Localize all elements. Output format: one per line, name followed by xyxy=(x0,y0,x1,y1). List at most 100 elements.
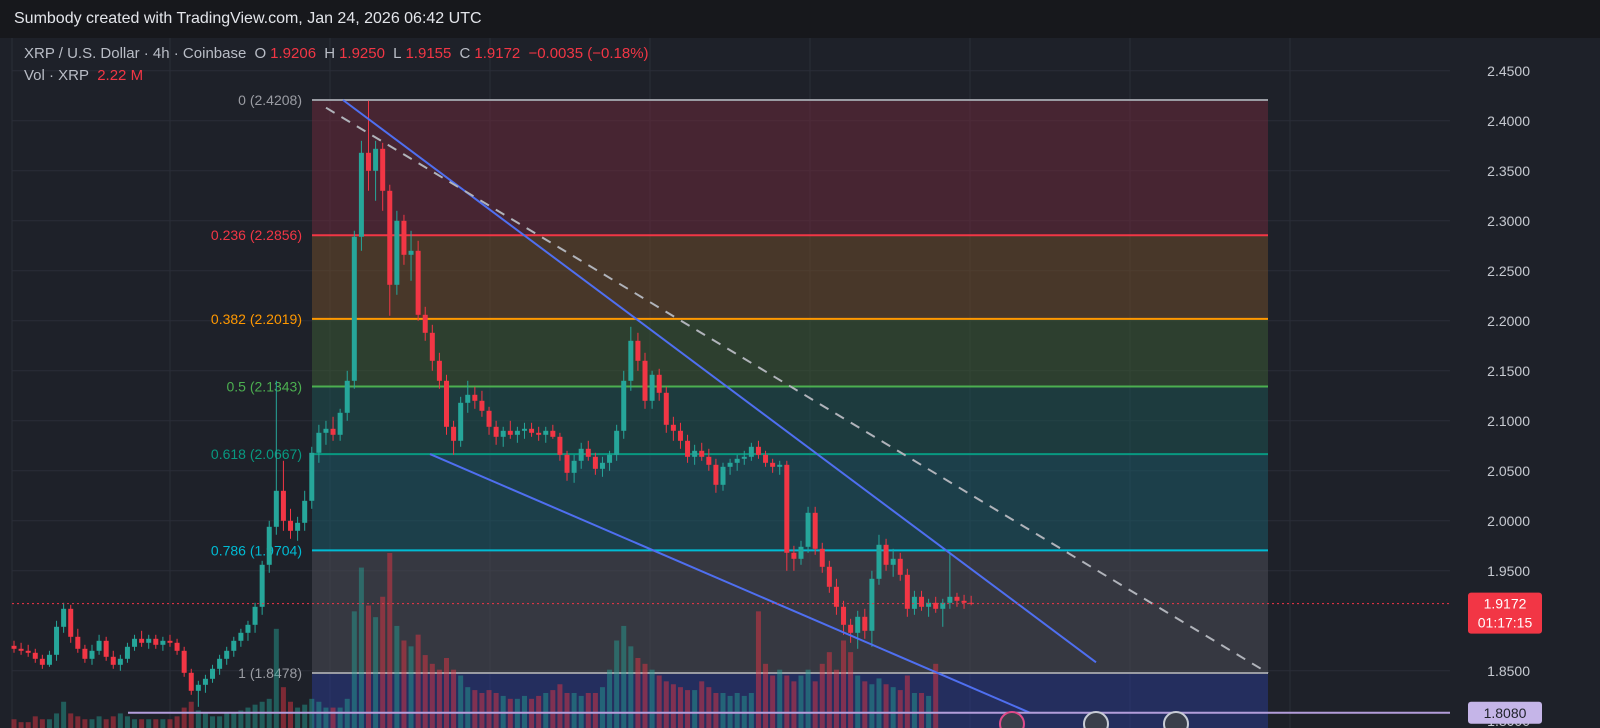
volume-bar xyxy=(862,681,868,728)
candle-body xyxy=(848,624,854,633)
candle-body xyxy=(344,380,350,413)
volume-bar xyxy=(124,716,130,728)
volume-bar xyxy=(18,722,24,728)
volume-label[interactable]: Vol · XRP xyxy=(24,67,90,84)
candle-body xyxy=(685,440,691,457)
volume-bar xyxy=(904,675,910,728)
fib-level-label: 0.382 (2.2019) xyxy=(211,311,302,327)
candle-body xyxy=(755,446,761,455)
volume-bar xyxy=(188,701,194,728)
volume-bar xyxy=(117,713,123,728)
descending-support-line[interactable] xyxy=(429,453,1031,714)
candle-body xyxy=(465,394,471,403)
candle-body xyxy=(571,460,577,473)
volume-bar xyxy=(401,640,407,728)
price-axis-tick: 2.4500 xyxy=(1487,63,1530,79)
candle-body xyxy=(543,430,549,435)
price-axis-tick: 2.3000 xyxy=(1487,213,1530,229)
candle-body xyxy=(812,512,818,549)
fib-level-label: 1 (1.8478) xyxy=(238,665,302,681)
candle-body xyxy=(656,374,662,393)
volume-bar xyxy=(763,663,769,728)
volume-bar xyxy=(833,669,839,728)
fib-level-label: 0.786 (1.9704) xyxy=(211,542,302,558)
ohlc-legend: XRP / U.S. Dollar · 4h · Coinbase O 1.920… xyxy=(24,45,653,62)
price-axis-tick: 2.3500 xyxy=(1487,163,1530,179)
candle-body xyxy=(486,410,492,427)
volume-bar xyxy=(848,652,854,728)
volume-bar xyxy=(755,611,761,728)
candle-body xyxy=(153,638,159,645)
candle-body xyxy=(89,650,95,659)
volume-bar xyxy=(784,675,790,728)
volume-bar xyxy=(146,719,152,728)
candle-body xyxy=(862,616,868,631)
volume-bar xyxy=(663,681,669,728)
volume-bar xyxy=(479,693,485,728)
volume-bar xyxy=(25,722,31,728)
volume-bar xyxy=(933,663,939,728)
event-marker-icon[interactable] xyxy=(1163,711,1189,728)
candle-body xyxy=(238,632,244,641)
candle-body xyxy=(295,522,301,531)
candle-body xyxy=(110,656,116,665)
volume-bar xyxy=(876,678,882,728)
candle-body xyxy=(514,430,520,435)
volume-bar xyxy=(11,719,17,728)
volume-bar xyxy=(231,713,237,728)
high-value: 1.9250 xyxy=(339,45,385,62)
candle-body xyxy=(642,360,648,401)
candle-body xyxy=(273,490,279,527)
symbol-label[interactable]: XRP / U.S. Dollar · 4h · Coinbase xyxy=(24,45,247,62)
candle-body xyxy=(614,430,620,455)
candle-body xyxy=(727,462,733,467)
candle-body xyxy=(32,652,38,659)
candle-body xyxy=(500,430,506,437)
candle-body xyxy=(550,430,556,437)
volume-bar xyxy=(734,693,740,728)
candle-body xyxy=(557,436,563,455)
candle-body xyxy=(734,458,740,463)
candle-body xyxy=(358,152,364,237)
candle-body xyxy=(132,638,138,647)
candle-body xyxy=(82,648,88,659)
dashed-trend-line[interactable] xyxy=(325,106,1269,674)
support-price-badge[interactable] xyxy=(1468,701,1542,724)
candle-body xyxy=(819,548,825,567)
candle-body xyxy=(288,520,294,531)
candle-body xyxy=(351,236,357,381)
price-axis-tick: 2.0000 xyxy=(1487,513,1530,529)
volume-bar xyxy=(103,719,109,728)
candle-body xyxy=(167,640,173,643)
candle-body xyxy=(259,564,265,607)
candle-body xyxy=(529,428,535,433)
candle-body xyxy=(231,640,237,651)
volume-bar xyxy=(316,701,322,728)
volume-bar xyxy=(720,693,726,728)
volume-bar xyxy=(224,713,230,728)
volume-bar xyxy=(153,719,159,728)
volume-bar xyxy=(443,658,449,728)
candle-body xyxy=(266,526,272,565)
volume-bar xyxy=(699,681,705,728)
volume-bar xyxy=(358,567,364,728)
volume-bar xyxy=(422,655,428,728)
event-marker-icon[interactable] xyxy=(1083,711,1109,728)
attribution-text: Sumbody created with TradingView.com, Ja… xyxy=(14,10,482,27)
candle-body xyxy=(366,152,371,171)
candle-body xyxy=(940,602,946,609)
candle-body xyxy=(25,650,31,653)
volume-bar xyxy=(812,681,818,728)
candle-body xyxy=(741,456,747,459)
candle-body xyxy=(592,456,598,469)
low-label: L xyxy=(393,45,402,62)
candle-body xyxy=(443,380,449,427)
price-axis-tick: 1.9500 xyxy=(1487,563,1530,579)
event-marker-icon[interactable] xyxy=(999,711,1025,728)
volume-bar xyxy=(791,681,797,728)
volume-bar xyxy=(557,684,563,728)
candle-body xyxy=(791,552,797,559)
candle-body xyxy=(429,332,435,361)
volume-bar xyxy=(61,701,67,728)
